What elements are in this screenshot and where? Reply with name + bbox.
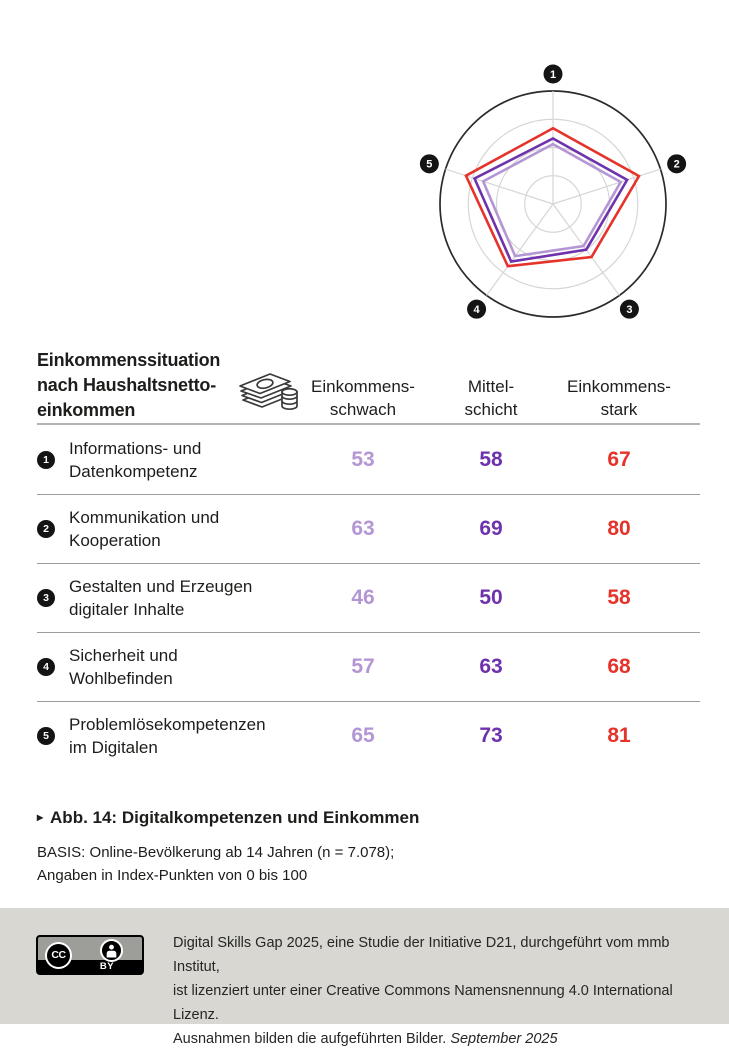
triangle-bullet-icon: ▸ [37,810,44,824]
row-label: Problemlösekompetenzen im Digitalen [67,713,299,759]
row-number-badge: 1 [37,450,55,469]
license-line: Digital Skills Gap 2025, eine Studie der… [173,935,670,975]
competence-table: Einkommenssituation nach Haushaltsnetto-… [37,348,700,887]
row-number-badge: 4 [37,658,55,676]
value-einkommensschwach: 53 [351,447,375,471]
table-row: 4 Sicherheit und Wohlbefinden 57 63 68 [37,632,700,701]
row-label: Informations- und Datenkompetenz [67,437,299,483]
person-icon [100,939,123,962]
row-label-line: Gestalten und Erzeugen [69,577,253,596]
table-row: 3 Gestalten und Erzeugen digitaler Inhal… [37,563,700,632]
figure-caption-title: ▸ Abb. 14: Digitalkompetenzen und Einkom… [37,808,700,828]
table-title: Einkommenssituation nach Haushaltsnetto-… [37,348,220,423]
table-title-zone: Einkommenssituation nach Haushaltsnetto-… [37,348,299,423]
row-label: Kommunikation und Kooperation [67,506,299,552]
radar-chart-svg: 1 2 3 4 5 [419,64,687,319]
svg-text:4: 4 [474,304,481,316]
value-einkommensschwach: 46 [351,586,375,609]
publication-date: September 2025 [450,1031,558,1047]
row-number-badge: 5 [37,727,55,745]
row-number-badge: 2 [37,520,55,538]
money-stack-icon [234,368,300,423]
row-label-line: Informations- und [69,438,202,458]
license-line-text: Ausnahmen bilden die aufgeführten Bilder… [173,1031,447,1047]
svg-text:2: 2 [674,159,680,171]
svg-text:3: 3 [626,304,632,316]
cc-by-badge: BY CC [36,935,144,975]
column-header-line: schicht [464,400,518,419]
column-header-line: Mittel- [467,377,515,396]
value-einkommensstark: 58 [607,586,631,609]
row-number-badge: 3 [37,589,55,607]
license-line: ist lizenziert unter einer Creative Comm… [173,983,673,1023]
table-title-line: Einkommenssituation [37,350,221,370]
value-mittelschicht: 63 [479,655,503,678]
row-label: Gestalten und Erzeugen digitaler Inhalte [67,575,299,621]
value-einkommensschwach: 57 [351,655,375,678]
column-header-line: Einkommens- [567,377,671,396]
column-header-line: stark [600,400,638,419]
table-row: 5 Problemlösekompetenzen im Digitalen 65… [37,701,700,770]
license-footer: BY CC Digital Skills Gap 2025, eine Stud… [0,908,729,1047]
value-einkommensstark: 81 [607,724,631,747]
row-label-line: Sicherheit und [69,646,178,665]
table-header: Einkommenssituation nach Haushaltsnetto-… [37,348,700,425]
basis-line: Angaben in Index-Punkten von 0 bis 100 [37,867,308,884]
table-row: 1 Informations- und Datenkompetenz 53 58… [37,425,700,494]
basis-note: BASIS: Online-Bevölkerung ab 14 Jahren (… [37,841,700,887]
row-label-line: Kooperation [69,531,161,550]
value-einkommensschwach: 65 [351,724,375,747]
svg-text:5: 5 [426,159,432,171]
value-einkommensstark: 68 [607,655,631,678]
column-header-line: Einkommens- [311,377,415,396]
column-header-einkommensstark: Einkommens- stark [555,375,683,423]
column-header-mittelschicht: Mittel- schicht [427,375,555,423]
column-header-line: schwach [329,400,397,419]
row-label: Sicherheit und Wohlbefinden [67,644,299,690]
figure-caption: ▸ Abb. 14: Digitalkompetenzen und Einkom… [37,808,700,887]
row-label-line: digitaler Inhalte [69,600,185,619]
cc-icon: CC [45,942,72,969]
value-mittelschicht: 69 [479,517,503,540]
table-title-line: einkommen [37,400,136,420]
value-mittelschicht: 73 [479,724,503,747]
row-label-line: Problemlösekompetenzen [69,715,266,734]
radar-chart: 1 2 3 4 5 [413,64,693,344]
value-mittelschicht: 58 [479,447,503,471]
table-title-line: nach Haushaltsnetto- [37,375,217,395]
svg-text:1: 1 [550,69,556,81]
figure-caption-text: Abb. 14: Digitalkompetenzen und Einkomme… [50,808,420,827]
row-label-line: Wohlbefinden [69,669,173,688]
row-label-line: im Digitalen [69,738,158,757]
row-label-line: Kommunikation und [69,508,220,527]
value-einkommensstark: 67 [607,447,631,471]
value-einkommensschwach: 63 [351,517,375,540]
license-line: Ausnahmen bilden die aufgeführten Bilder… [173,1027,713,1051]
license-text: Digital Skills Gap 2025, eine Studie der… [173,931,713,1051]
basis-line: BASIS: Online-Bevölkerung ab 14 Jahren (… [37,844,395,861]
row-label-line: Datenkompetenz [69,461,198,481]
value-mittelschicht: 50 [479,586,503,609]
value-einkommensstark: 80 [607,517,631,540]
table-row: 2 Kommunikation und Kooperation 63 69 80 [37,494,700,563]
column-header-einkommensschwach: Einkommens- schwach [299,375,427,423]
